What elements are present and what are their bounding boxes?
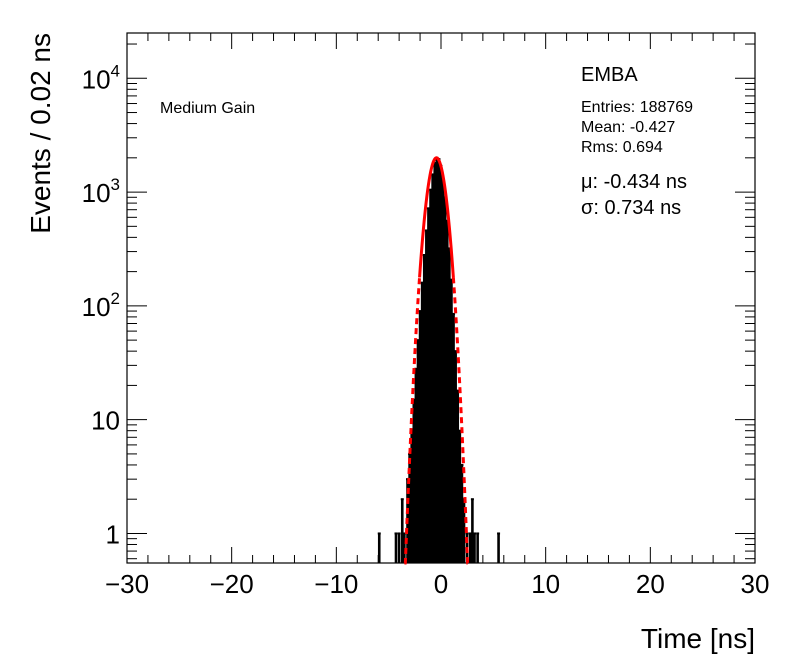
y-axis-ticks xyxy=(127,43,755,560)
x-tick-label: 0 xyxy=(434,569,448,599)
x-tick-label: 10 xyxy=(531,569,560,599)
rms-stat: Rms: 0.694 xyxy=(581,139,663,156)
y-tick-label: 103 xyxy=(82,175,120,208)
x-tick-label: −10 xyxy=(314,569,358,599)
x-tick-label: 20 xyxy=(636,569,665,599)
fit-tail-left xyxy=(403,277,422,565)
y-tick-label: 102 xyxy=(82,289,120,322)
y-axis-tick-labels: 1 10 102 103 104 xyxy=(82,61,120,549)
y-tick-label: 10 xyxy=(91,406,120,436)
sigma-fit-stat: σ: 0.734 ns xyxy=(581,197,681,219)
y-axis-title: Events / 0.02 ns xyxy=(25,33,56,234)
mu-fit-stat: μ: -0.434 ns xyxy=(581,171,687,193)
x-tick-label: −30 xyxy=(105,569,149,599)
gain-label: Medium Gain xyxy=(160,100,255,117)
x-tick-label: −20 xyxy=(210,569,254,599)
x-axis-ticks xyxy=(126,33,756,563)
x-axis-title: Time [ns] xyxy=(641,623,755,654)
x-axis-tick-labels: −30 −20 −10 0 10 20 30 xyxy=(105,569,770,599)
mean-stat: Mean: -0.427 xyxy=(581,119,675,136)
fit-tail-right xyxy=(451,277,470,565)
fit-core xyxy=(418,156,455,278)
y-tick-label: 1 xyxy=(106,519,120,549)
partition-label: EMBA xyxy=(581,64,638,86)
gaussian-fit-curve xyxy=(403,156,470,565)
entries-stat: Entries: 188769 xyxy=(581,99,693,116)
y-tick-label: 104 xyxy=(82,61,120,94)
histogram-bars xyxy=(377,156,501,563)
x-tick-label: 30 xyxy=(741,569,770,599)
